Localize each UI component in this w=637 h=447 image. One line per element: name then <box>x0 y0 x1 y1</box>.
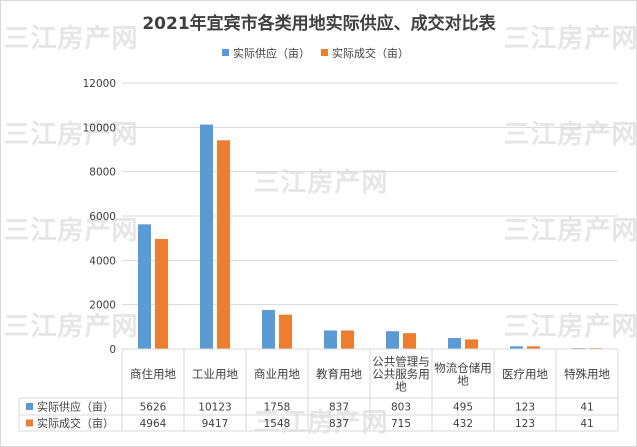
bar-supply-6 <box>448 338 461 349</box>
bar-supply-1 <box>138 224 151 349</box>
row-swatch-1 <box>26 403 33 410</box>
row-label-1: 实际供应（亩） <box>37 400 114 414</box>
row-swatch-2 <box>26 419 33 427</box>
bar-deal-5 <box>403 333 416 349</box>
row-label-2: 实际成交（亩） <box>37 416 114 430</box>
watermark-text: 三江房产网 <box>253 168 388 198</box>
category-label-3: 商业用地 <box>254 367 300 381</box>
category-label-7: 医疗用地 <box>502 367 548 381</box>
watermark-text: 三江房产网 <box>503 312 636 342</box>
watermark-text: 三江房产网 <box>503 24 636 54</box>
watermark-text: 三江房产网 <box>3 312 138 342</box>
watermark-text: 三江房产网 <box>503 120 636 150</box>
legend-swatch-2 <box>321 49 328 56</box>
y-tick-label: 10000 <box>83 122 116 134</box>
supply-value-2: 10123 <box>198 402 231 414</box>
deal-value-4: 837 <box>329 418 349 430</box>
y-tick-label: 12000 <box>83 78 116 90</box>
supply-value-1: 5626 <box>140 402 167 414</box>
supply-value-4: 837 <box>329 402 349 414</box>
watermark-text: 三江房产网 <box>3 120 138 150</box>
category-label-8: 特殊用地 <box>564 367 610 381</box>
supply-value-8: 41 <box>580 402 593 414</box>
bars <box>138 124 602 349</box>
deal-value-8: 41 <box>580 418 593 430</box>
bar-deal-2 <box>217 140 230 349</box>
deal-value-3: 1548 <box>264 418 291 430</box>
bar-deal-1 <box>155 238 168 349</box>
y-tick-label: 0 <box>109 344 116 356</box>
category-label-1: 商住用地 <box>130 367 176 381</box>
bar-supply-5 <box>386 331 399 349</box>
legend-label-2: 实际成交（亩） <box>332 46 409 60</box>
bar-supply-4 <box>324 330 337 349</box>
chart-title: 2021年宜宾市各类用地实际供应、成交对比表 <box>142 13 496 34</box>
category-label-5: 地 <box>395 380 407 394</box>
watermark-text: 三江房产网 <box>503 216 636 246</box>
bar-supply-2 <box>200 124 213 349</box>
legend-swatch-1 <box>222 49 229 56</box>
supply-value-5: 803 <box>391 402 411 414</box>
category-label-5: 公共管理与 <box>372 355 430 369</box>
deal-value-2: 9417 <box>202 418 229 430</box>
category-label-2: 工业用地 <box>192 367 238 381</box>
deal-value-7: 123 <box>515 418 535 430</box>
category-label-6: 物流仓储用 <box>434 361 492 375</box>
legend: 实际供应（亩） 实际成交（亩） <box>222 46 409 60</box>
bar-deal-6 <box>465 339 478 349</box>
legend-label-1: 实际供应（亩） <box>233 46 310 60</box>
bar-deal-3 <box>279 314 292 349</box>
supply-value-6: 495 <box>453 402 473 414</box>
bar-deal-7 <box>527 346 540 349</box>
category-label-6: 地 <box>457 373 469 387</box>
deal-value-1: 4964 <box>140 418 167 430</box>
supply-value-3: 1758 <box>264 402 291 414</box>
category-label-5: 公共服务用 <box>372 367 430 381</box>
deal-value-6: 432 <box>453 418 473 430</box>
y-tick-label: 8000 <box>89 167 116 179</box>
watermark-text: 三江房产网 <box>3 216 138 246</box>
bar-supply-7 <box>510 346 523 349</box>
y-tick-label: 6000 <box>89 211 116 223</box>
watermark-text: 三江房产网 <box>253 408 388 438</box>
bar-supply-3 <box>262 310 275 349</box>
supply-value-7: 123 <box>515 402 535 414</box>
watermark-text: 三江房产网 <box>3 24 138 54</box>
y-tick-label: 4000 <box>89 255 116 267</box>
category-label-4: 教育用地 <box>316 367 362 381</box>
y-axis: 0 2000 4000 6000 8000 10000 12000 <box>83 78 116 356</box>
bar-deal-4 <box>341 330 354 349</box>
y-tick-label: 2000 <box>89 300 116 312</box>
deal-value-5: 715 <box>391 418 411 430</box>
